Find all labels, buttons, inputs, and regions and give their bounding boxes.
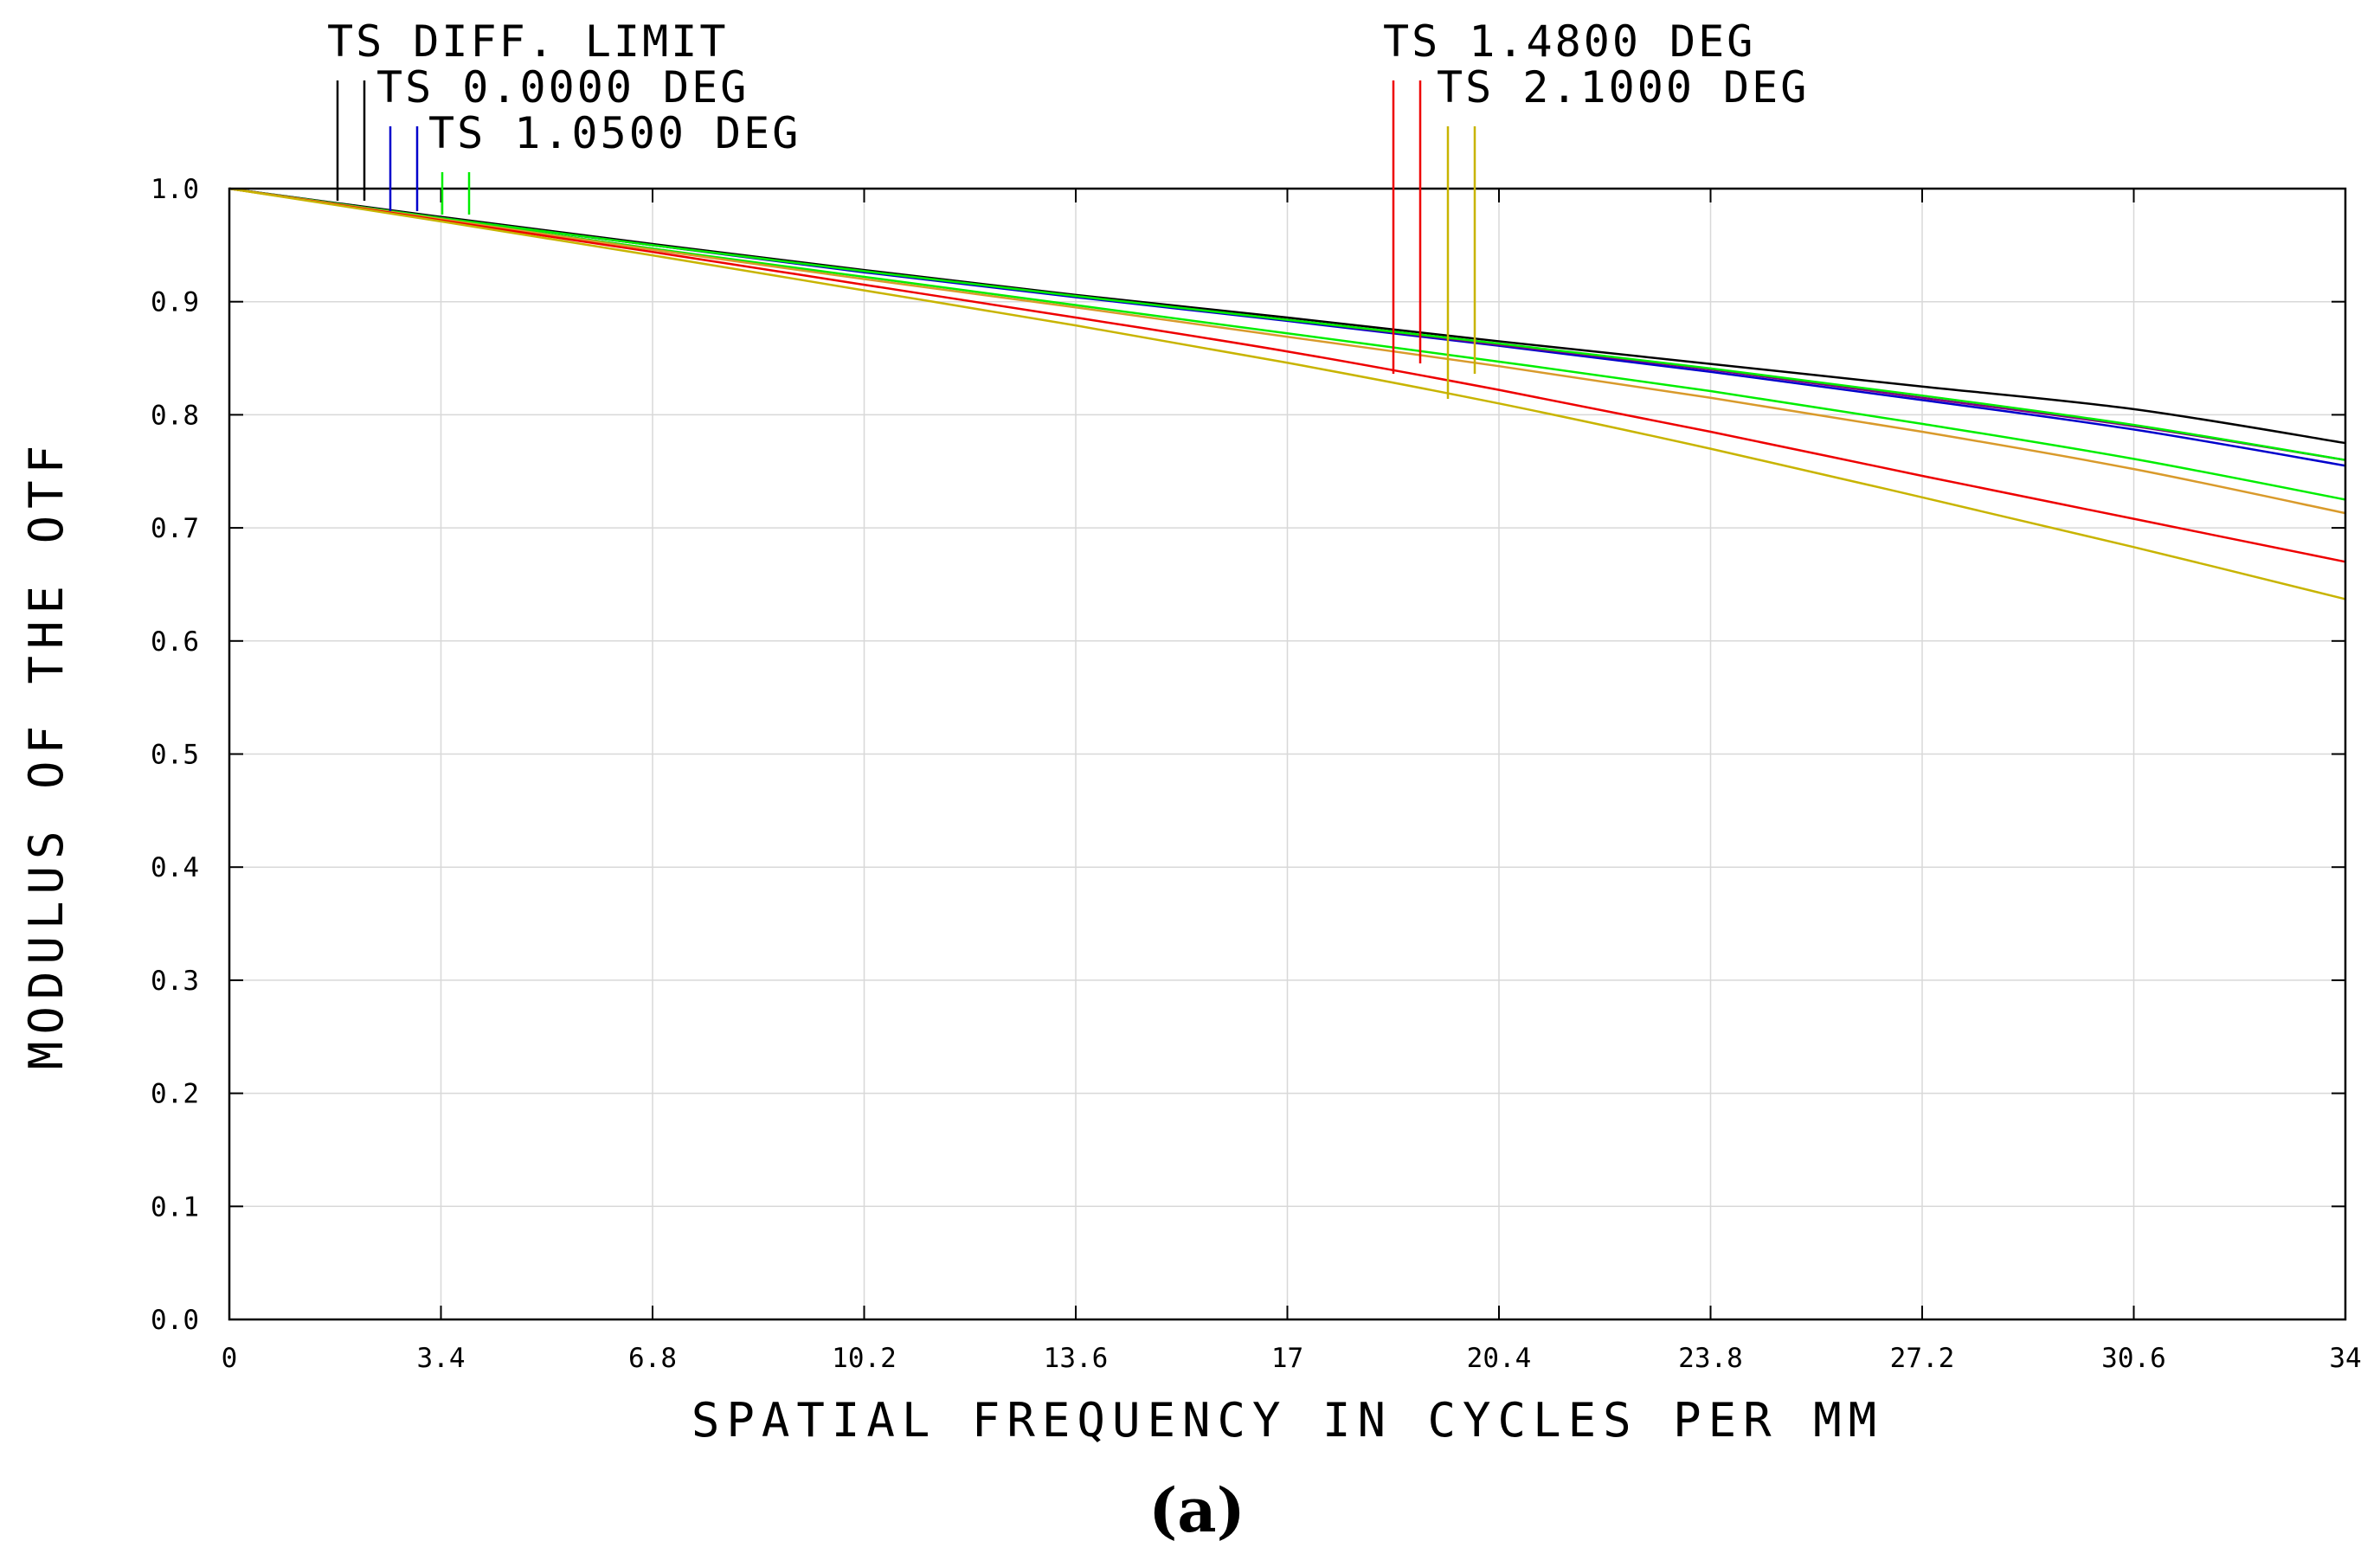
x-tick-label: 34	[2329, 1343, 2361, 1374]
y-tick-label: 0.3	[151, 966, 199, 997]
series-line	[228, 187, 2346, 515]
x-tick-label: 0	[222, 1343, 238, 1374]
y-tick-label: 0.6	[151, 626, 199, 658]
x-axis-label: SPATIAL FREQUENCY IN CYCLES PER MM	[691, 1393, 1883, 1448]
y-tick-label: 1.0	[151, 174, 199, 205]
y-tick-label: 0.8	[151, 400, 199, 431]
x-tick-label: 13.6	[1044, 1343, 1109, 1374]
legend-label: TS 0.0000 DEG	[376, 62, 749, 112]
axis-ticks: 0 3.4 6.8 10.2 13.6 17 20.4 23.8 27.2 30.6 34 0.0 0.…	[151, 174, 2362, 1374]
y-tick-label: 0.7	[151, 513, 199, 544]
x-tick-label: 6.8	[628, 1343, 677, 1374]
y-tick-label: 0.1	[151, 1191, 199, 1223]
series-line	[228, 187, 2346, 461]
figure-caption: (a)	[1148, 1474, 1245, 1546]
x-tick-label: 23.8	[1678, 1343, 1743, 1374]
legend-label: TS 2.1000 DEG	[1437, 62, 1809, 112]
x-tick-label: 20.4	[1467, 1343, 1532, 1374]
series-line	[228, 187, 2346, 563]
series-line	[228, 187, 2346, 600]
grid	[229, 189, 2345, 1319]
legend-label: TS 1.0500 DEG	[428, 108, 801, 158]
x-tick-label: 30.6	[2101, 1343, 2166, 1374]
x-tick-label: 27.2	[1890, 1343, 1955, 1374]
legend-label: TS DIFF. LIMIT	[327, 16, 728, 67]
y-tick-label: 0.5	[151, 740, 199, 771]
y-tick-label: 0.2	[151, 1079, 199, 1110]
y-axis-label: MODULUS OF THE OTF	[19, 439, 74, 1069]
x-tick-label: 17	[1271, 1343, 1303, 1374]
legend-label: TS 1.4800 DEG	[1383, 16, 1755, 67]
y-tick-label: 0.4	[151, 852, 199, 883]
y-tick-label: 0.0	[151, 1305, 199, 1336]
x-tick-label: 3.4	[417, 1343, 466, 1374]
series-lines	[228, 187, 2346, 600]
y-tick-label: 0.9	[151, 287, 199, 318]
x-tick-label: 10.2	[832, 1343, 897, 1374]
